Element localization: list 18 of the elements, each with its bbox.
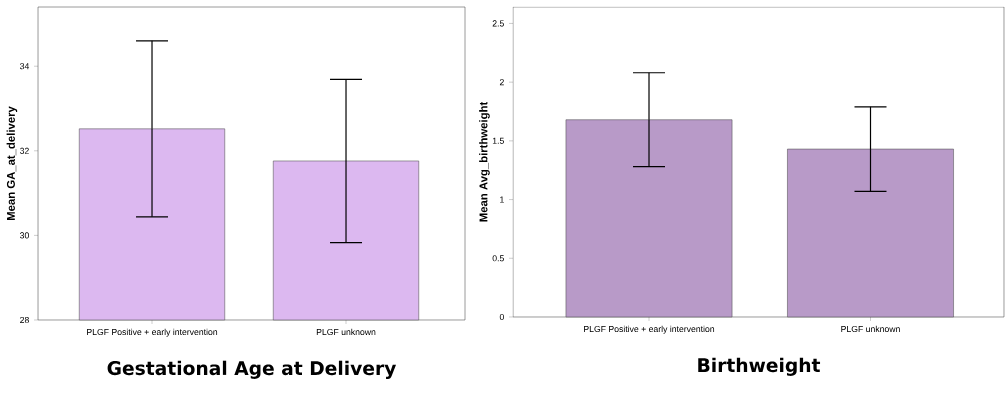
y-tick-label: 2 bbox=[499, 79, 504, 86]
y-tick-label: 1.5 bbox=[492, 137, 504, 144]
y-tick-label: 28 bbox=[20, 316, 29, 324]
y-axis-title: Mean GA_at_delivery bbox=[6, 106, 18, 221]
y-tick-label: 32 bbox=[20, 147, 29, 154]
y-tick-label: 0.5 bbox=[492, 255, 504, 262]
x-tick-label: PLGF Positive + early intervention bbox=[87, 328, 218, 337]
y-tick-label: 1 bbox=[500, 196, 504, 203]
x-tick-label: PLGF unknown bbox=[316, 328, 376, 336]
y-tick-label: 2.5 bbox=[492, 20, 504, 27]
text: Birthweight bbox=[698, 357, 821, 376]
text: Gestational Age at Delivery bbox=[107, 360, 397, 379]
y-tick-label: 0 bbox=[499, 313, 504, 321]
x-tick-label: PLGF Positive + early intervention bbox=[584, 325, 715, 334]
y-axis-title: Mean Avg_birthweight bbox=[479, 101, 490, 222]
x-tick-label: PLGF unknown bbox=[841, 325, 900, 333]
y-tick-label: 34 bbox=[20, 63, 30, 70]
y-tick-label: 30 bbox=[20, 232, 29, 239]
